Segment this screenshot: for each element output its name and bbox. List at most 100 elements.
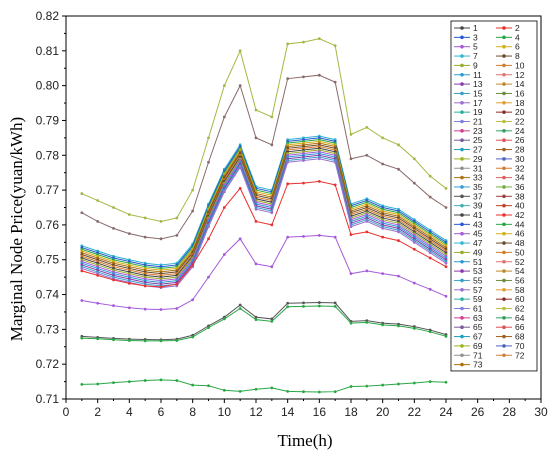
data-point — [254, 220, 258, 223]
data-point — [238, 186, 242, 190]
data-point — [191, 209, 195, 213]
legend-label: 57 — [473, 285, 483, 295]
series-line — [81, 180, 447, 288]
data-point — [333, 80, 337, 84]
legend-marker — [502, 175, 506, 180]
data-point — [112, 304, 115, 308]
data-point — [444, 265, 448, 269]
data-point — [302, 40, 305, 44]
legend-label: 16 — [515, 88, 525, 98]
data-point — [175, 216, 179, 220]
legend-marker — [460, 353, 464, 358]
legend-label: 47 — [473, 238, 483, 248]
legend-label: 38 — [515, 191, 525, 201]
data-point — [175, 339, 179, 342]
series-line — [81, 74, 447, 240]
data-point — [302, 181, 305, 185]
data-point — [317, 73, 321, 77]
series-line — [81, 151, 447, 282]
legend-label: 15 — [473, 88, 483, 98]
legend-marker — [502, 353, 506, 358]
legend-marker — [460, 110, 464, 114]
x-tick-label: 22 — [408, 405, 422, 419]
legend-marker — [502, 203, 506, 208]
data-point — [127, 306, 131, 310]
data-point — [254, 136, 258, 140]
data-point — [286, 160, 290, 164]
legend-label: 21 — [473, 117, 483, 127]
data-point — [207, 275, 210, 279]
data-point — [207, 136, 210, 140]
legend-marker — [502, 91, 506, 96]
legend-marker — [460, 334, 464, 339]
legend-label: 41 — [473, 210, 483, 220]
data-point — [238, 166, 242, 169]
data-point — [365, 230, 369, 234]
legend-label: 40 — [515, 201, 525, 211]
series-lines — [80, 37, 448, 394]
legend-label: 50 — [515, 247, 525, 257]
data-point — [159, 339, 163, 343]
data-point — [238, 49, 242, 53]
data-point — [80, 211, 84, 215]
data-point — [143, 307, 147, 311]
data-point — [397, 382, 400, 386]
legend-label: 22 — [515, 117, 525, 127]
legend-label: 3 — [473, 32, 478, 42]
data-point — [349, 233, 353, 237]
data-point — [80, 299, 84, 302]
y-tick-label: 0.74 — [36, 288, 60, 302]
data-point — [397, 167, 400, 171]
legend-marker — [460, 213, 464, 217]
legend-label: 68 — [515, 332, 525, 342]
data-point — [397, 239, 400, 242]
legend-marker — [460, 147, 464, 152]
data-point — [381, 162, 385, 166]
legend-label: 58 — [515, 285, 525, 295]
data-point — [381, 136, 385, 140]
y-axis-title: Marginal Node Price(yuan/kWh) — [7, 117, 26, 341]
legend-marker — [502, 316, 506, 320]
data-point — [254, 207, 258, 211]
data-point — [191, 188, 195, 192]
data-point — [428, 195, 432, 199]
data-point — [80, 267, 84, 270]
data-point — [222, 253, 226, 256]
legend-marker — [502, 194, 506, 199]
legend-marker — [460, 306, 464, 311]
legend-label: 35 — [473, 182, 483, 192]
data-point — [349, 385, 353, 388]
legend-marker — [502, 269, 506, 273]
data-point — [175, 282, 179, 286]
data-point — [428, 174, 432, 178]
data-point — [159, 220, 163, 223]
data-point — [381, 235, 385, 239]
legend-label: 69 — [473, 341, 483, 351]
data-point — [444, 206, 448, 209]
legend-label: 27 — [473, 145, 483, 155]
data-point — [317, 301, 321, 304]
legend-marker — [502, 35, 506, 40]
data-point — [207, 326, 210, 330]
data-point — [365, 269, 369, 273]
data-point — [349, 132, 353, 136]
data-point — [365, 126, 369, 129]
legend-marker — [502, 278, 506, 283]
data-point — [159, 308, 163, 311]
data-point — [270, 317, 274, 321]
legend-marker — [460, 231, 464, 236]
legend-label: 13 — [473, 79, 483, 89]
data-point — [207, 237, 210, 241]
data-point — [365, 321, 369, 324]
data-point — [302, 75, 305, 79]
legend-marker — [460, 259, 464, 264]
legend-label: 56 — [515, 275, 525, 285]
data-point — [365, 220, 369, 223]
legend-label: 19 — [473, 107, 483, 117]
data-point — [238, 84, 242, 88]
x-tick-label: 24 — [439, 405, 453, 419]
data-point — [333, 301, 337, 305]
legend-marker — [460, 44, 464, 49]
